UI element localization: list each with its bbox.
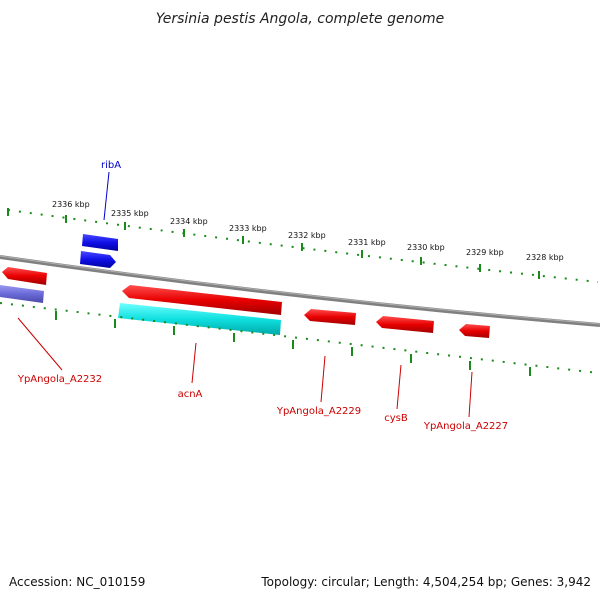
tick-label: 2336 kbp	[52, 200, 90, 209]
tick-label: 2335 kbp	[111, 209, 149, 218]
gene-label-ypangola-a2227[interactable]: YpAngola_A2227	[423, 421, 508, 432]
tick-label: 2331 kbp	[348, 238, 386, 247]
genome-title: Yersinia pestis Angola, complete genome	[156, 11, 445, 27]
ypangola-a2229-leader-line	[320, 355, 326, 403]
gene-riba-block[interactable]	[82, 234, 118, 251]
acna-leader-line	[191, 342, 197, 384]
ypangola-a2232-leader-line	[17, 317, 63, 371]
gene-riba-arrow[interactable]	[80, 251, 116, 268]
gene-label-acna[interactable]: acnA	[178, 389, 203, 400]
cysb-leader-line	[396, 364, 402, 410]
inner-tick-ring	[0, 302, 599, 376]
gene-acna[interactable]	[122, 285, 282, 315]
feature-purple-left[interactable]	[0, 285, 44, 303]
gene-label-ypangola-a2229[interactable]: YpAngola_A2229	[276, 406, 361, 417]
tick-label: 2330 kbp	[407, 243, 445, 252]
genome-summary-text: Topology: circular; Length: 4,504,254 bp…	[260, 575, 591, 589]
gene-ypangola-a2232[interactable]	[2, 267, 47, 285]
tick-label: 2333 kbp	[229, 224, 267, 233]
tick-label: 2334 kbp	[170, 217, 208, 226]
tick-labels: 2336 kbp 2335 kbp 2334 kbp 2333 kbp 2332…	[52, 200, 564, 262]
riba-leader-line	[103, 171, 110, 221]
genome-backbone	[0, 255, 600, 327]
gene-ypangola-a2229[interactable]	[304, 309, 356, 325]
gene-label-riba[interactable]: ribA	[101, 160, 121, 171]
accession-text: Accession: NC_010159	[9, 575, 145, 589]
genome-backbone-highlight	[0, 255, 600, 325]
ypangola-a2227-leader-line	[468, 371, 473, 418]
feature-cyan[interactable]	[118, 303, 281, 335]
tick-label: 2328 kbp	[526, 253, 564, 262]
gene-ypangola-a2227[interactable]	[459, 324, 490, 338]
gene-label-ypangola-a2232[interactable]: YpAngola_A2232	[17, 374, 102, 385]
tick-label: 2329 kbp	[466, 248, 504, 257]
tick-label: 2332 kbp	[288, 231, 326, 240]
gene-label-cysb[interactable]: cysB	[384, 413, 408, 424]
gene-cysb[interactable]	[376, 316, 434, 333]
outer-tick-ring	[7, 208, 599, 283]
